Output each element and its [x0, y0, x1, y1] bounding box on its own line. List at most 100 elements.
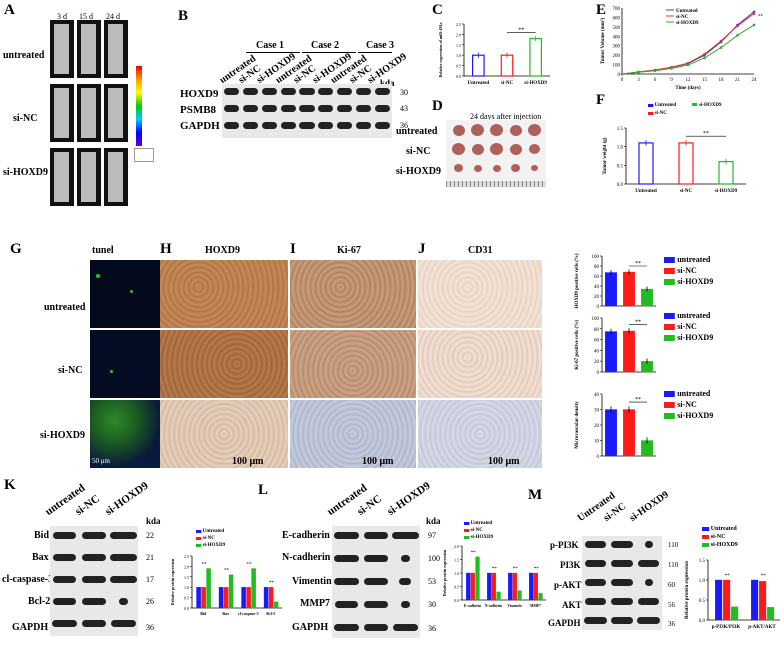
blot-band	[242, 88, 258, 95]
blot-band	[584, 598, 606, 605]
protein-label: GAPDH	[292, 622, 329, 633]
data-point	[719, 46, 723, 49]
series-line	[621, 24, 755, 75]
y-tick-label: 2.5	[184, 554, 189, 559]
significance-mark: **	[224, 569, 230, 574]
legend-label: si-HOXD9	[203, 543, 226, 548]
data-point	[637, 71, 640, 74]
x-tick-label: 9	[670, 78, 673, 83]
blot-band	[334, 555, 360, 562]
lane-label: si-HOXD9	[385, 479, 433, 518]
y-tick-label: 0.0	[617, 183, 624, 188]
blot-band	[399, 578, 412, 585]
bar	[228, 574, 234, 609]
row-label: untreated	[44, 302, 86, 313]
protein-label: MMP7	[300, 598, 330, 609]
blot-band	[242, 105, 258, 112]
significance-mark: **	[513, 567, 519, 572]
blot-band	[611, 579, 633, 586]
legend-swatch	[464, 529, 470, 532]
ihc-image	[290, 260, 416, 328]
y-tick-label: 40	[594, 285, 600, 290]
blot-band	[299, 122, 315, 129]
blot-band	[318, 105, 334, 112]
legend-label: untreated	[677, 311, 711, 320]
bar	[218, 587, 224, 609]
bar	[718, 160, 734, 185]
x-tick-label: p-PI3K/PI3K	[712, 625, 741, 630]
y-tick-label: 200	[613, 54, 621, 59]
y-tick-label: 2.0	[184, 564, 189, 569]
blot-band	[110, 532, 137, 539]
kda-value: 22	[146, 531, 154, 540]
bar	[475, 556, 480, 601]
ivis-images	[50, 20, 132, 210]
column-title: HOXD9	[205, 245, 240, 256]
legend-label: si-NC	[677, 322, 697, 331]
significance-mark: **	[761, 574, 767, 579]
bar	[487, 572, 492, 601]
blot-band	[356, 88, 372, 95]
y-tick-label: 400	[613, 35, 621, 40]
blot-band	[356, 122, 372, 129]
legend-swatch	[664, 279, 675, 285]
kda-value: 110	[668, 561, 679, 569]
x-tick-label: 21	[735, 78, 741, 83]
significance-mark: **	[492, 567, 498, 572]
kda-value: 36	[146, 623, 154, 632]
protein-label: E-cadherin	[282, 530, 330, 541]
legend-swatch	[664, 413, 675, 419]
tumor	[531, 165, 538, 171]
chart-e: 0 100 200 300 400 500 600 700 0 3 6 9 12 15 18 21 24 Time…	[600, 7, 764, 91]
bar	[538, 593, 543, 601]
data-point	[670, 67, 673, 70]
x-tick-label: Bax	[222, 611, 229, 616]
bar	[500, 54, 514, 77]
bar	[723, 579, 731, 621]
blot-band	[299, 88, 315, 95]
legend-label: si-NC	[203, 536, 216, 541]
y-tick-label: 700	[613, 7, 621, 12]
tunel-image	[90, 330, 160, 398]
legend-label: si-HOXD9	[471, 535, 494, 540]
timepoint-label: 3 d	[57, 12, 67, 21]
protein-label: Bcl-2	[28, 596, 51, 607]
significance-mark: **	[518, 27, 524, 33]
tumor	[471, 124, 484, 136]
x-tick-label: MMP7	[530, 604, 541, 608]
blot-band	[363, 555, 389, 562]
significance-mark: **	[269, 581, 275, 586]
blot-band	[337, 88, 353, 95]
blot-band	[644, 579, 653, 586]
legend-label: si-NC	[677, 400, 697, 409]
panel-label-i: I	[290, 241, 296, 257]
bar	[605, 272, 618, 307]
timepoint-label: 15 d	[79, 12, 93, 21]
column-title: Ki-67	[337, 245, 361, 256]
lane-labels: Untreated si-NC si-HOXD9	[576, 489, 671, 524]
legend-swatch	[196, 537, 202, 540]
blot-band	[611, 541, 633, 548]
panel-label-a: A	[4, 2, 15, 18]
legend-swatch	[664, 391, 675, 397]
data-point	[736, 34, 739, 37]
y-tick-label: 10	[594, 440, 600, 445]
x-tick-label: 12	[686, 78, 692, 83]
chart-microvascular-density: 0 10 20 30 40 Microvascular density ** untreate…	[575, 389, 713, 460]
blot-band	[375, 105, 391, 112]
blot-band	[363, 624, 389, 631]
panel-label-m: M	[528, 487, 543, 503]
bar	[731, 606, 739, 621]
x-tick-label: cl-caspase-3	[238, 611, 258, 616]
tumor	[473, 164, 482, 172]
data-point	[719, 39, 723, 43]
bar	[529, 37, 543, 77]
blot-band	[110, 554, 137, 561]
ihc-image	[160, 330, 288, 398]
case-label: Case 3	[366, 40, 395, 51]
y-tick-label: 0.0	[454, 598, 459, 603]
data-point	[620, 72, 624, 76]
blot-band	[364, 601, 388, 608]
western-blot-b	[222, 84, 392, 138]
data-point	[686, 61, 690, 65]
